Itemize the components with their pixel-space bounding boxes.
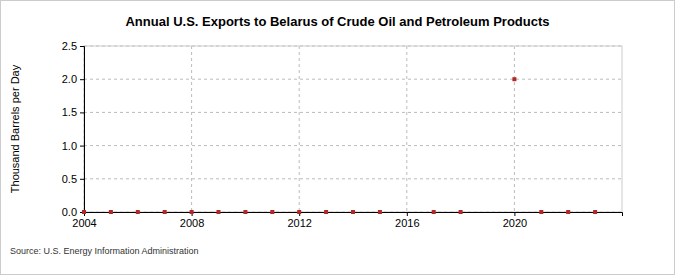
x-tick-label: 2008 (180, 217, 204, 229)
y-tick-mark (80, 46, 84, 47)
point (243, 210, 247, 214)
x-tick-label: 2020 (503, 217, 527, 229)
y-tick-label: 0.0 (62, 206, 77, 218)
x-tick-mark (514, 212, 515, 216)
point (190, 210, 194, 214)
source: Source: U.S. Energy Information Administ… (10, 246, 199, 256)
point (459, 210, 463, 214)
x-tick-mark (407, 212, 408, 216)
y-tick: 2.0 (62, 73, 84, 85)
y-tick-mark (80, 79, 84, 80)
x-tick: 2008 (180, 212, 204, 229)
y-axis: 0.0 0.5 1.0 1.5 2.0 2.5 (62, 40, 85, 218)
y-tick-label: 2.5 (62, 40, 77, 52)
point (163, 210, 167, 214)
y-axis-title: Thousand Barrels per Day (9, 64, 21, 193)
point (566, 210, 570, 214)
point (82, 210, 86, 214)
y-tick-mark (80, 112, 84, 113)
x-tick-label: 2004 (72, 217, 96, 229)
title: Annual U.S. Exports to Belarus of Crude … (125, 14, 549, 29)
point (512, 77, 516, 81)
y-tick-mark (80, 146, 84, 147)
point (109, 210, 113, 214)
y-tick-label: 1.5 (62, 106, 77, 118)
y-tick: 0.5 (62, 173, 84, 185)
point (324, 210, 328, 214)
y-tick: 1.5 (62, 106, 84, 118)
plot: 2004 2008 2012 2016 2020 0.0 0.5 1.0 1.5 2.0 2.5 (62, 40, 623, 229)
background (1, 1, 675, 275)
points (82, 77, 597, 214)
x-tick: 2020 (503, 212, 527, 229)
y-tick: 2.5 (62, 40, 84, 52)
grid (84, 46, 622, 212)
point (593, 210, 597, 214)
plot-frame (84, 46, 622, 212)
y-tick-label: 0.5 (62, 173, 77, 185)
y-tick: 0.0 (62, 206, 84, 218)
point (539, 210, 543, 214)
chart: 2004 2008 2012 2016 2020 0.0 0.5 1.0 1.5 2.0 2.5 An… (0, 0, 675, 275)
x-tick: 2016 (395, 212, 419, 229)
grid-line-y (84, 112, 622, 113)
y-tick-label: 2.0 (62, 73, 77, 85)
y-axis-line (80, 47, 85, 213)
point (378, 210, 382, 214)
y-tick: 1.0 (62, 140, 84, 152)
x-tick: 2012 (287, 212, 311, 229)
point (270, 210, 274, 214)
point (351, 210, 355, 214)
x-axis: 2004 2008 2012 2016 2020 (72, 212, 622, 229)
y-tick-mark (80, 179, 84, 180)
point (217, 210, 221, 214)
grid-line-x (514, 46, 515, 212)
grid-line-x (191, 46, 192, 212)
grid-line-y (84, 178, 622, 179)
y-tick-label: 1.0 (62, 140, 77, 152)
point (136, 210, 140, 214)
grid-line-y (84, 145, 622, 146)
grid-line-x (299, 46, 300, 212)
x-tick-label: 2016 (395, 217, 419, 229)
x-tick-label: 2012 (287, 217, 311, 229)
grid-line-y (84, 79, 622, 80)
point (297, 210, 301, 214)
point (432, 210, 436, 214)
grid-line-x (406, 46, 407, 212)
